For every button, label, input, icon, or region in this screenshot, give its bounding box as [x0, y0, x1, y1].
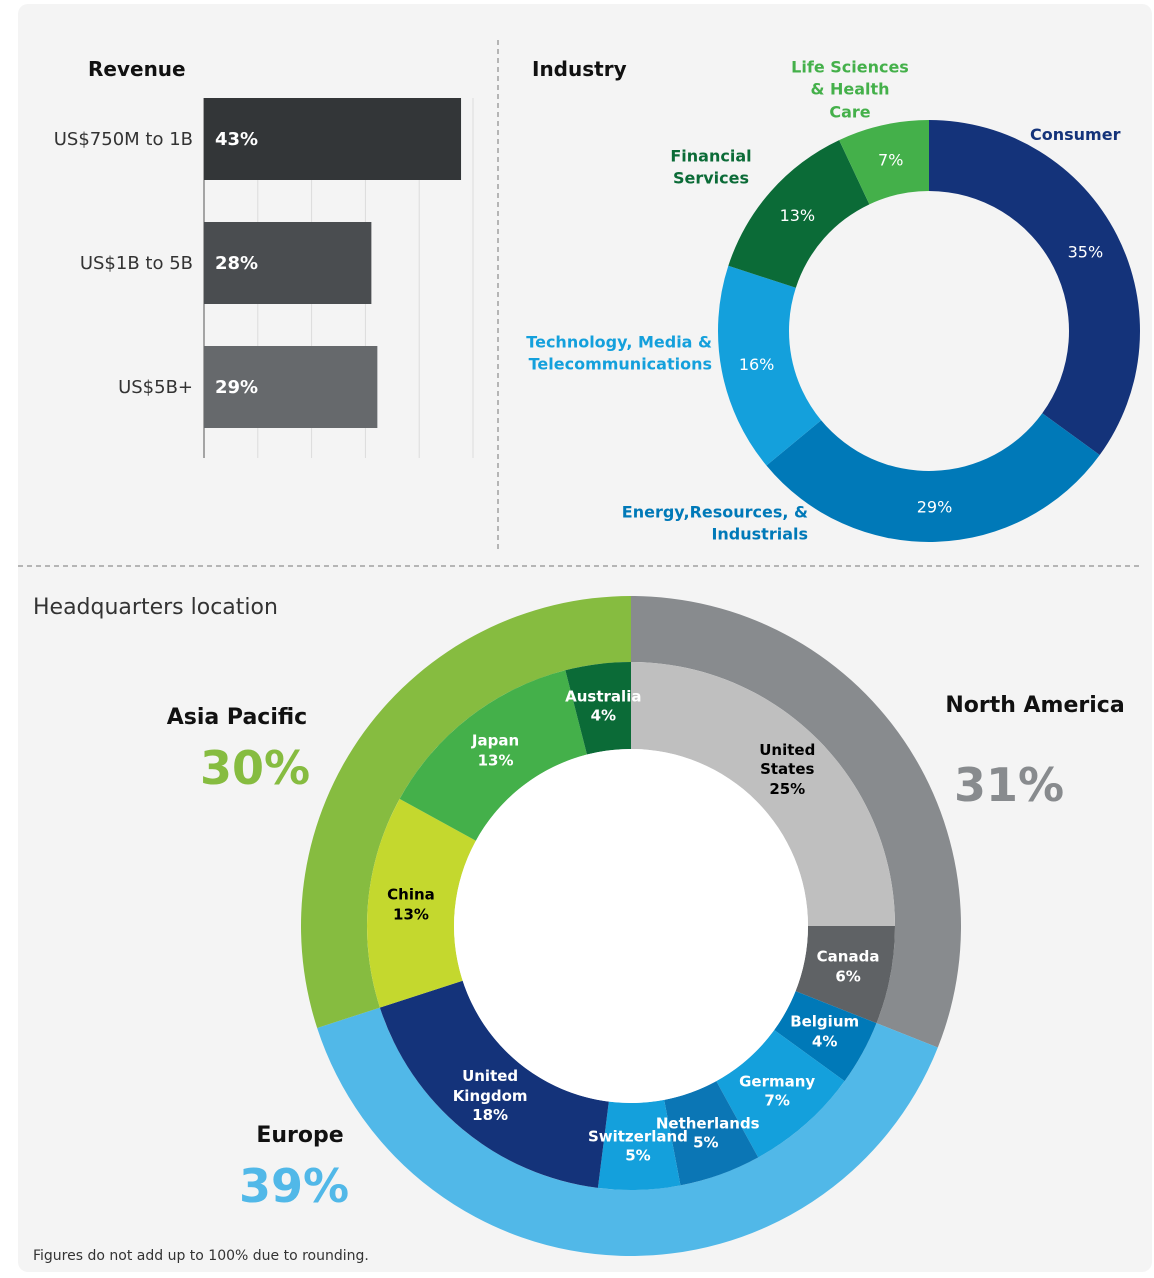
segment-label: Canada 6%	[798, 948, 898, 987]
category-label: Technology, Media & Telecommunications	[526, 332, 712, 374]
segment-value: 18%	[472, 1106, 509, 1125]
segment-name: Germany	[739, 1072, 816, 1091]
ring-segment	[929, 120, 1141, 456]
hole	[454, 749, 808, 1103]
value-label: 43%	[215, 129, 258, 150]
segment-label: United States 25%	[737, 740, 837, 799]
ring-segment	[795, 926, 895, 1024]
chart-title: Revenue	[88, 57, 186, 81]
value-label: 13%	[780, 206, 816, 225]
ring-segment	[379, 980, 609, 1188]
segment-name: Japan	[471, 731, 520, 750]
ring-segment	[300, 595, 631, 1028]
ring-segment	[317, 1007, 938, 1256]
bar	[204, 346, 378, 428]
region-value: 31%	[954, 758, 1064, 812]
segment-name: Australia	[565, 687, 642, 706]
ring-segment	[399, 670, 587, 841]
category-label: Financial Services	[670, 146, 752, 188]
segment-name: United States	[759, 740, 816, 778]
ring-segment	[774, 991, 877, 1082]
bar	[204, 98, 462, 180]
chart-title: Headquarters location	[33, 595, 278, 620]
region-name: North America	[945, 693, 1124, 718]
segment-value: 4%	[590, 706, 617, 725]
segment-value: 6%	[835, 967, 861, 986]
segment-label: China 13%	[361, 886, 461, 925]
segment-label: Netherlands 5%	[655, 1114, 760, 1153]
bar	[204, 222, 372, 304]
segment-value: 5%	[625, 1146, 651, 1165]
ring-segment	[766, 413, 1100, 543]
value-label: 29%	[215, 377, 258, 398]
category-label: Energy,Resources, & Industrials	[621, 502, 808, 544]
segment-name: Belgium	[790, 1012, 860, 1031]
segment-name: Canada	[816, 947, 880, 966]
ring-segment	[565, 662, 631, 755]
ring-segment	[839, 120, 929, 205]
ring-segment	[631, 596, 961, 1048]
segment-value: 25%	[769, 779, 806, 798]
segment-value: 4%	[811, 1032, 838, 1051]
ring-segment	[718, 265, 822, 466]
category-label: Life Sciences & Health Care	[791, 57, 909, 122]
ring-segment	[597, 1099, 681, 1191]
segment-label: Australia 4%	[553, 687, 653, 726]
value-label: 29%	[917, 497, 953, 516]
segment-value: 13%	[477, 751, 514, 770]
chart-title: Industry	[532, 57, 627, 81]
category-label: US$750M to 1B	[54, 129, 193, 150]
ring-segment	[728, 140, 870, 288]
segment-name: United Kingdom	[452, 1067, 528, 1105]
region-name: Asia Pacific	[167, 705, 307, 730]
segment-label: Japan 13%	[446, 732, 546, 771]
segment-label: Belgium 4%	[775, 1013, 875, 1052]
category-label: Consumer	[1030, 124, 1121, 144]
segment-value: 5%	[693, 1133, 719, 1152]
category-label: US$5B+	[118, 377, 193, 398]
value-label: 16%	[739, 355, 775, 374]
segment-name: Switzerland	[587, 1127, 688, 1146]
value-label: 7%	[878, 151, 903, 170]
region-value: 39%	[239, 1159, 349, 1213]
footnote: Figures do not add up to 100% due to rou…	[33, 1248, 369, 1264]
segment-name: Netherlands	[655, 1114, 760, 1133]
ring-segment	[367, 798, 476, 1008]
ring-segment	[716, 1030, 845, 1158]
segment-name: China	[387, 885, 435, 904]
category-label: US$1B to 5B	[80, 253, 193, 274]
value-label: 28%	[215, 253, 258, 274]
ring-segment	[631, 662, 895, 926]
ring-segment	[664, 1081, 759, 1186]
segment-label: Switzerland 5%	[588, 1127, 688, 1166]
segment-value: 13%	[393, 905, 429, 924]
value-label: 35%	[1068, 242, 1104, 261]
segment-value: 7%	[764, 1091, 790, 1110]
region-name: Europe	[256, 1123, 343, 1148]
segment-label: United Kingdom 18%	[440, 1067, 540, 1126]
segment-label: Germany 7%	[727, 1072, 827, 1111]
region-value: 30%	[200, 741, 310, 795]
